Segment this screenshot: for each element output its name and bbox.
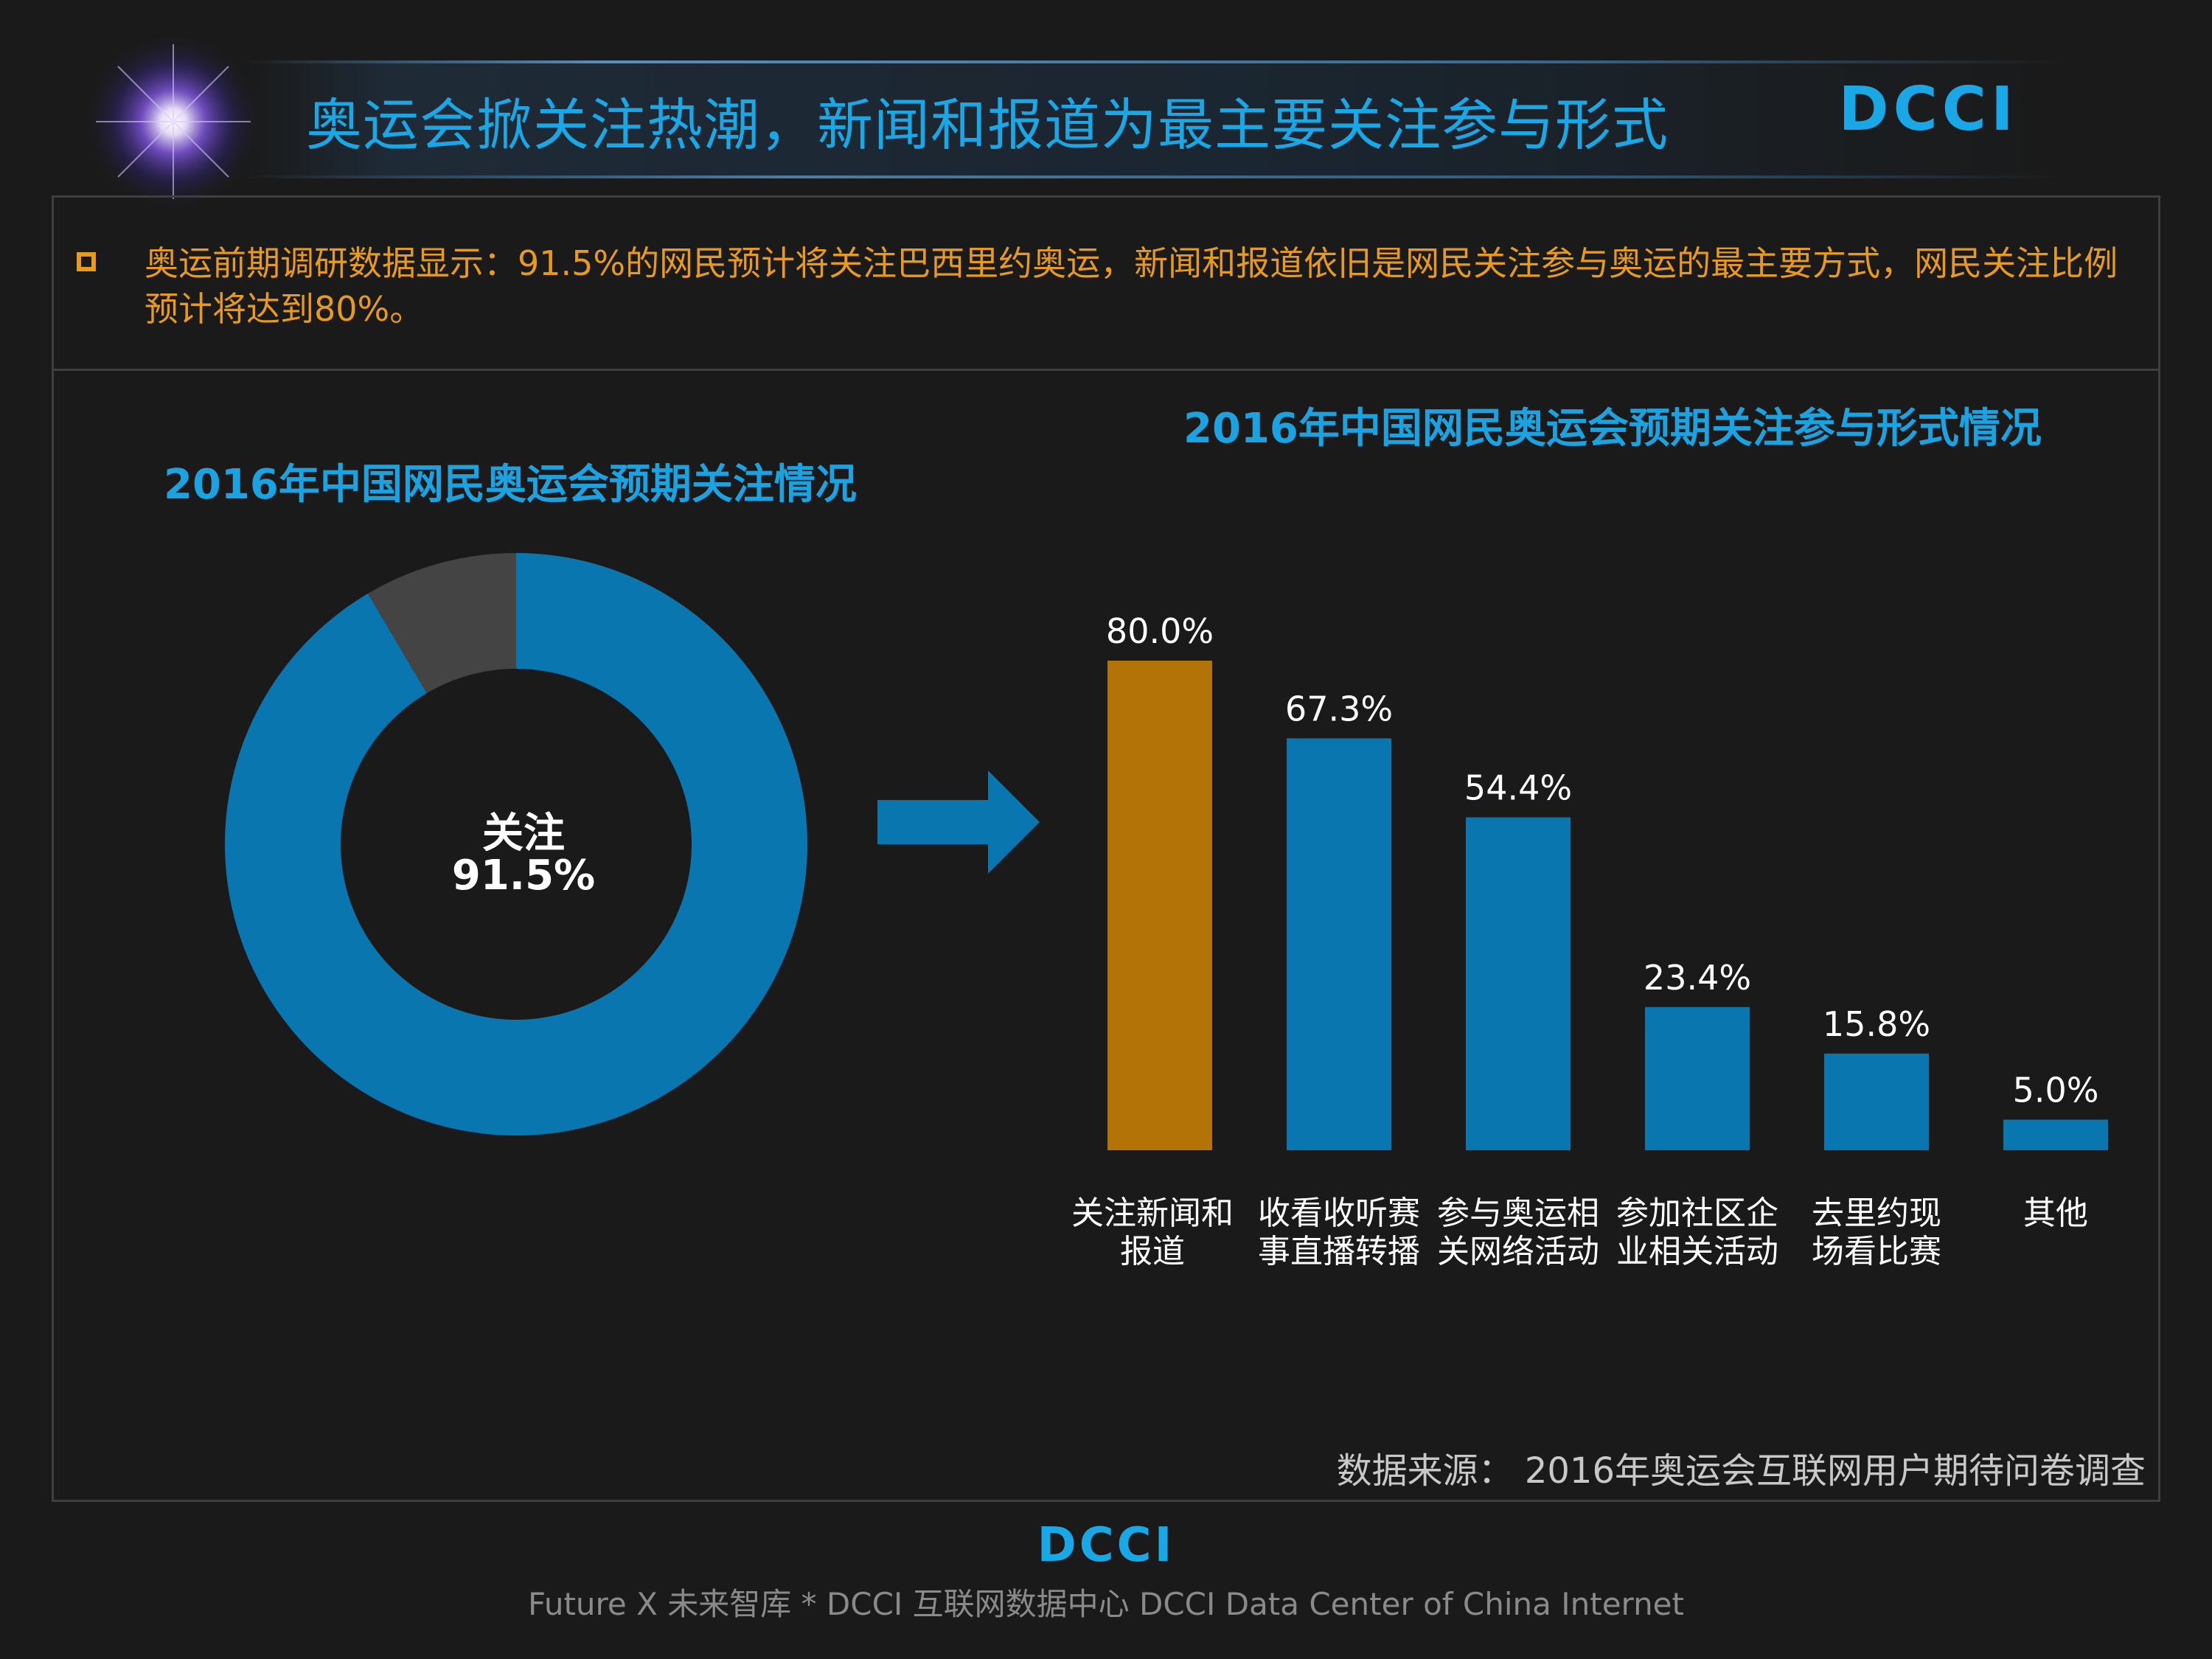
category-label-0-0: 关注新闻和: [1071, 1194, 1234, 1232]
starburst-icon: [81, 29, 265, 214]
bar-1: [1287, 738, 1391, 1150]
category-label-0-1: 报道: [1120, 1233, 1185, 1268]
bar-value-label-3: 23.4%: [1644, 958, 1751, 998]
bar-value-label-5: 5.0%: [2013, 1071, 2099, 1110]
bar-value-label-4: 15.8%: [1823, 1004, 1930, 1044]
bar-chart-title: 2016年中国网民奥运会预期关注参与形式情况: [1183, 405, 2042, 453]
donut-center-value: 91.5%: [451, 852, 596, 900]
donut-chart: [224, 553, 807, 1135]
donut-slice-0: [224, 553, 807, 1135]
bar-3: [1645, 1006, 1750, 1150]
donut-slice-1: [367, 553, 516, 694]
right-arrow-icon: [877, 771, 1040, 874]
bar-4: [1824, 1053, 1929, 1150]
category-label-5-0: 其他: [2023, 1194, 2088, 1232]
donut-chart-title: 2016年中国网民奥运会预期关注情况: [164, 461, 857, 509]
svg-text:DCCI: DCCI: [1839, 81, 2018, 140]
bar-0: [1107, 661, 1212, 1150]
content-frame: [52, 195, 2160, 1502]
donut-center-label: 关注: [482, 810, 565, 858]
data-source: 数据来源： 2016年奥运会互联网用户期待问卷调查: [1336, 1450, 2146, 1492]
category-label-1-0: 收看收听赛: [1258, 1194, 1420, 1232]
bar-value-label-0: 80.0%: [1106, 611, 1214, 651]
dcci-footer-logo: DCCI: [1037, 1523, 1175, 1567]
category-label-2-1: 关网络活动: [1437, 1233, 1599, 1268]
bar-5: [2003, 1119, 2108, 1150]
dcci-logo: DCCI: [1839, 81, 2018, 140]
category-label-3-0: 参加社区企: [1616, 1194, 1778, 1232]
header-bottom-line: [243, 175, 2065, 178]
category-label-3-1: 业相关活动: [1616, 1233, 1778, 1268]
category-label-2-0: 参与奥运相: [1437, 1194, 1599, 1232]
bar-value-label-1: 67.3%: [1285, 689, 1393, 728]
header-top-line: [243, 60, 2065, 63]
svg-text:DCCI: DCCI: [1037, 1523, 1175, 1567]
page-title: 奥运会掀关注热潮，新闻和报道为最主要关注参与形式: [306, 92, 1669, 158]
header-band: [243, 60, 2065, 178]
bar-value-label-2: 54.4%: [1464, 768, 1572, 807]
frame-divider: [52, 369, 2160, 371]
bullet-square-icon: [77, 252, 96, 271]
category-label-4-1: 场看比赛: [1812, 1233, 1941, 1268]
bar-2: [1466, 817, 1571, 1150]
footer-text: Future X 未来智库 * DCCI 互联网数据中心 DCCI Data C…: [527, 1586, 1684, 1622]
category-label-4-0: 去里约现: [1812, 1194, 1941, 1232]
category-label-1-1: 事直播转播: [1258, 1233, 1420, 1268]
summary-text: 奥运前期调研数据显示：91.5%的网民预计将关注巴西里约奥运，新闻和报道依旧是网…: [145, 243, 2118, 329]
